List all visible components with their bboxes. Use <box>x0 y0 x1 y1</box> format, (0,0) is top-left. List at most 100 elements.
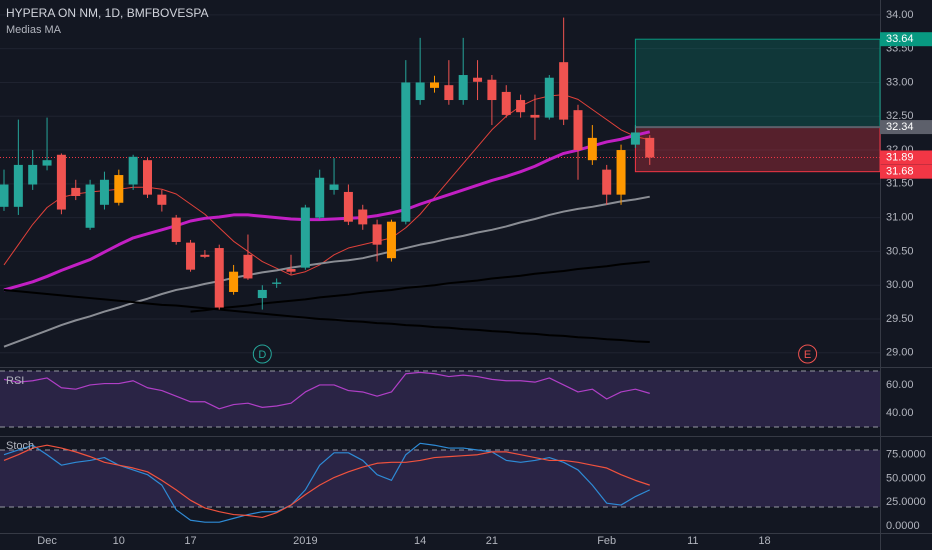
candle-body <box>85 184 95 228</box>
x-tick-label: 14 <box>414 535 426 547</box>
candle-body <box>343 191 353 222</box>
candle-body <box>473 77 483 82</box>
y-tick-label: 25.0000 <box>886 496 926 508</box>
candle-body <box>157 194 167 205</box>
candle-body <box>358 209 368 225</box>
candle-body <box>214 248 224 308</box>
candle-body <box>616 150 626 195</box>
candle-body <box>128 156 138 185</box>
candle-body <box>243 254 253 279</box>
candle-body <box>56 154 66 210</box>
candle-body <box>257 289 267 299</box>
price-tag <box>880 164 932 179</box>
indicator-name: Medias MA <box>6 24 62 36</box>
event-label: D <box>258 349 266 361</box>
candle-body <box>99 179 109 205</box>
y-tick-label: 75.0000 <box>886 449 926 461</box>
candle-body <box>487 79 497 101</box>
candle-body <box>602 169 612 195</box>
y-tick-label: 31.00 <box>886 212 914 224</box>
candle-body <box>587 137 597 161</box>
candle-body <box>143 160 152 195</box>
price-tag <box>880 32 932 47</box>
moving-average <box>190 260 650 313</box>
candle-body <box>559 62 569 120</box>
candle-body <box>315 177 325 218</box>
x-tick-label: 10 <box>113 535 125 547</box>
band <box>0 370 880 428</box>
moving-average <box>3 288 650 343</box>
price-tag <box>880 150 932 165</box>
event-marker <box>252 344 272 364</box>
candle-body <box>114 175 124 203</box>
candle-body <box>42 160 52 166</box>
candle-body <box>386 221 396 259</box>
candle-body <box>401 82 411 222</box>
indicator-line <box>3 444 650 519</box>
moving-average <box>3 94 650 276</box>
candle-body <box>272 282 282 284</box>
y-tick-label: 29.50 <box>886 313 914 325</box>
band <box>0 449 880 507</box>
event-label: E <box>804 349 811 361</box>
y-tick-label: 50.0000 <box>886 472 926 484</box>
candle-body <box>645 137 655 158</box>
candle-body <box>300 207 310 268</box>
candle-body <box>329 184 339 190</box>
candle-body <box>171 217 181 242</box>
y-tick-label: 34.00 <box>886 9 914 21</box>
candle-body <box>71 187 81 197</box>
y-tick-label: 40.00 <box>886 407 914 419</box>
candle-body <box>530 114 540 118</box>
price-tag-label: 31.68 <box>886 166 914 178</box>
candle-body <box>0 184 9 207</box>
y-tick-label: 30.00 <box>886 279 914 291</box>
moving-average <box>3 130 651 292</box>
x-tick-label: Feb <box>597 535 616 547</box>
candle-body <box>501 91 511 115</box>
x-tick-label: 2019 <box>293 535 317 547</box>
candle-body <box>372 224 382 245</box>
stop-zone <box>634 126 881 173</box>
indicator-line <box>3 371 650 410</box>
candle-body <box>458 75 468 101</box>
candle-body <box>544 77 554 118</box>
x-tick-label: 21 <box>486 535 498 547</box>
price-tag-label: 33.64 <box>886 33 914 45</box>
chart-title: HYPERA ON NM, 1D, BMFBOVESPA <box>6 6 209 20</box>
candle-body <box>415 82 425 101</box>
y-tick-label: 31.50 <box>886 178 914 190</box>
candle-body <box>516 100 526 113</box>
moving-average <box>3 195 650 348</box>
x-tick-label: 11 <box>687 535 698 547</box>
candle-body <box>13 164 23 207</box>
candle-body <box>430 82 439 88</box>
x-tick-label: 18 <box>758 535 770 547</box>
candle-body <box>200 254 210 257</box>
y-tick-label: 32.50 <box>886 110 914 122</box>
target-zone <box>634 38 881 128</box>
y-tick-label: 33.00 <box>886 76 914 88</box>
candle-body <box>286 268 296 272</box>
event-marker <box>798 344 818 364</box>
candle-body <box>630 132 640 145</box>
candle-body <box>573 110 583 151</box>
candle-body <box>229 271 239 292</box>
rsi-title: RSI <box>6 375 24 387</box>
candle-body <box>444 85 454 101</box>
y-tick-label: 60.00 <box>886 379 914 391</box>
stoch-title: Stoch <box>6 440 34 452</box>
y-tick-label: 29.00 <box>886 347 914 359</box>
plot: 34.0033.5033.0032.5032.0031.5031.0030.50… <box>0 9 932 547</box>
price-tag-label: 32.34 <box>886 121 914 133</box>
price-tag-label: 31.89 <box>886 151 914 163</box>
y-tick-label: 0.0000 <box>886 520 920 532</box>
x-tick-label: Dec <box>37 535 57 547</box>
candle-body <box>28 164 38 185</box>
candle-body <box>186 242 196 270</box>
price-tag <box>880 120 932 135</box>
x-tick-label: 17 <box>184 535 196 547</box>
y-tick-label: 30.50 <box>886 245 914 257</box>
